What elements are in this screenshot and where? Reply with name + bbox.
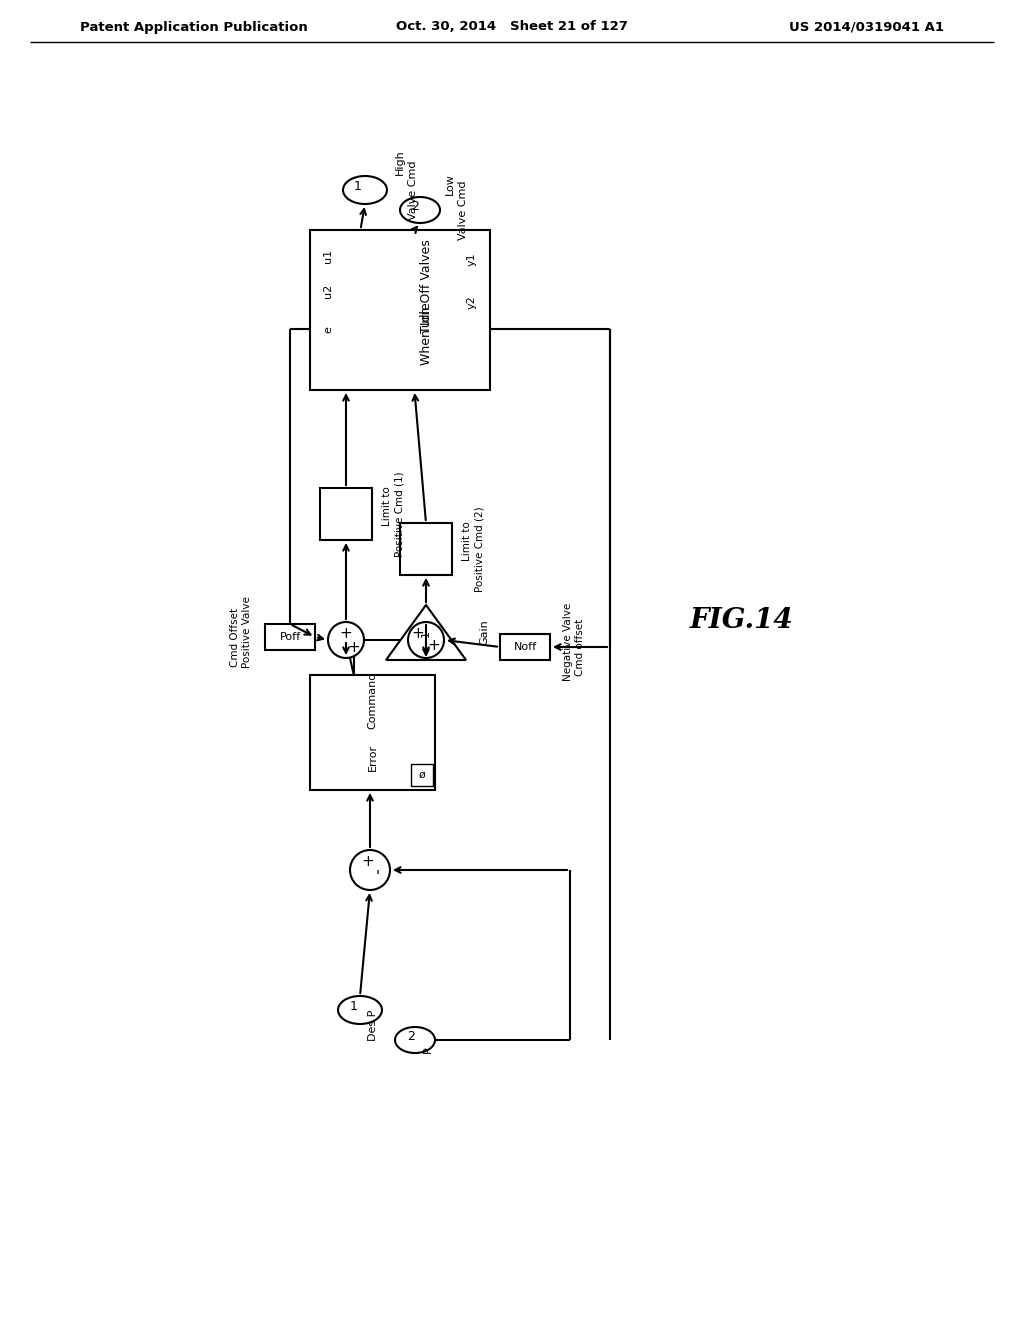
Text: Oct. 30, 2014   Sheet 21 of 127: Oct. 30, 2014 Sheet 21 of 127 <box>396 21 628 33</box>
Text: Negative Valve: Negative Valve <box>563 603 573 681</box>
Text: Cmd offset: Cmd offset <box>575 618 585 676</box>
Text: Patent Application Publication: Patent Application Publication <box>80 21 308 33</box>
Text: Command: Command <box>368 672 378 729</box>
Text: P: P <box>423 1047 433 1053</box>
Bar <box>500 634 550 660</box>
Text: ': ' <box>376 870 380 886</box>
Text: Limit to: Limit to <box>462 521 472 561</box>
Text: -1: -1 <box>421 630 431 640</box>
Text: e: e <box>323 326 333 333</box>
Text: 2: 2 <box>411 201 419 214</box>
Text: Error: Error <box>368 744 378 771</box>
Ellipse shape <box>338 997 382 1024</box>
Ellipse shape <box>395 1027 435 1053</box>
Text: 1: 1 <box>354 181 361 194</box>
Text: When Idle: When Idle <box>421 302 433 366</box>
Bar <box>265 624 315 649</box>
Bar <box>400 523 452 576</box>
Bar <box>411 764 433 785</box>
Text: Poff: Poff <box>280 632 301 642</box>
Text: Cmd Offset: Cmd Offset <box>230 607 240 667</box>
Text: +: + <box>347 639 360 655</box>
Text: Noff: Noff <box>513 642 537 652</box>
Text: Gain: Gain <box>479 619 489 645</box>
Circle shape <box>408 622 444 657</box>
Text: +: + <box>361 854 375 870</box>
Bar <box>310 675 435 789</box>
Text: +: + <box>412 626 424 640</box>
Bar <box>319 488 372 540</box>
Polygon shape <box>386 605 466 660</box>
Text: US 2014/0319041 A1: US 2014/0319041 A1 <box>790 21 944 33</box>
Text: Valve Cmd: Valve Cmd <box>408 160 418 219</box>
Ellipse shape <box>400 197 440 223</box>
Text: Valve Cmd: Valve Cmd <box>458 181 468 240</box>
Text: FIG.14: FIG.14 <box>690 606 794 634</box>
Text: Limit to: Limit to <box>382 486 392 525</box>
Text: Des P: Des P <box>368 1010 378 1040</box>
Text: High: High <box>395 149 406 176</box>
Text: 2: 2 <box>408 1031 415 1044</box>
Ellipse shape <box>343 176 387 205</box>
Text: u1: u1 <box>323 248 333 263</box>
Bar <box>310 230 490 389</box>
Text: Turn Off Valves: Turn Off Valves <box>421 239 433 333</box>
Text: y1: y1 <box>467 252 477 265</box>
Text: ø: ø <box>419 770 425 780</box>
Circle shape <box>328 622 364 657</box>
Text: Positive Valve: Positive Valve <box>242 597 252 668</box>
Text: Low: Low <box>445 173 455 195</box>
Text: u2: u2 <box>323 284 333 298</box>
Text: +: + <box>428 638 440 652</box>
Text: Positive Cmd (1): Positive Cmd (1) <box>394 471 404 557</box>
Text: Positive Cmd (2): Positive Cmd (2) <box>474 506 484 591</box>
Circle shape <box>350 850 390 890</box>
Text: +: + <box>340 626 352 640</box>
Text: 1: 1 <box>350 1001 358 1014</box>
Text: y2: y2 <box>467 296 477 309</box>
